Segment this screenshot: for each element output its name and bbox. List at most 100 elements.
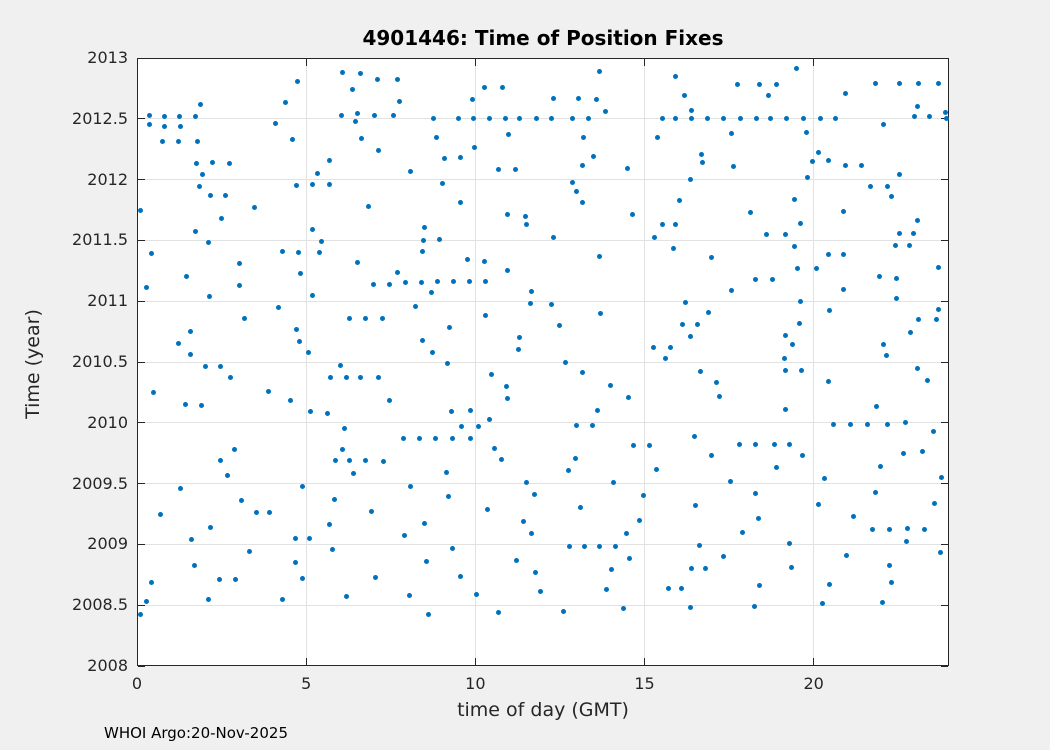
data-point [804, 129, 810, 135]
x-tick-label: 20 [803, 674, 824, 693]
data-point [815, 501, 821, 507]
data-point [609, 567, 615, 573]
data-point [473, 591, 479, 597]
data-point [451, 279, 457, 285]
data-point [679, 321, 685, 327]
data-point [441, 156, 447, 162]
data-point [293, 183, 299, 189]
data-point [503, 383, 509, 389]
data-point [782, 231, 788, 237]
data-point [207, 524, 213, 530]
data-point [209, 160, 215, 166]
data-point [422, 224, 428, 230]
data-point [815, 150, 821, 156]
data-point [391, 112, 397, 118]
data-point [608, 382, 614, 388]
data-point [436, 236, 442, 242]
data-point [339, 447, 345, 453]
data-point [147, 112, 153, 118]
data-point [888, 194, 894, 200]
data-point [218, 364, 224, 370]
chart-title: 4901446: Time of Position Fixes [362, 26, 724, 50]
data-point [884, 421, 890, 427]
data-point [332, 496, 338, 502]
data-point [782, 368, 788, 373]
data-point [288, 398, 294, 404]
data-point [449, 409, 455, 415]
data-point [626, 394, 632, 400]
data-point [576, 95, 582, 101]
data-point [350, 471, 356, 477]
data-point [375, 147, 381, 153]
data-point [786, 540, 792, 546]
data-point [380, 315, 386, 321]
data-point [578, 505, 584, 511]
data-point [897, 172, 903, 178]
data-point [418, 280, 424, 286]
data-point [253, 510, 259, 516]
data-point [720, 116, 726, 122]
y-tick-mark [138, 362, 145, 363]
data-point [931, 500, 937, 506]
data-point [702, 566, 708, 572]
data-point [621, 606, 627, 612]
data-point [798, 368, 804, 373]
y-tick-mark [138, 605, 145, 606]
data-point [143, 285, 149, 291]
data-point [292, 535, 298, 541]
data-point [538, 589, 544, 595]
y-tick-label: 2008 [87, 656, 128, 675]
data-point [450, 436, 456, 442]
x-tick-mark [306, 658, 307, 665]
data-point [402, 280, 408, 286]
data-point [796, 320, 802, 326]
data-point [582, 544, 588, 550]
data-point [570, 179, 576, 185]
data-point [386, 398, 392, 404]
data-point [842, 90, 848, 96]
data-point [887, 527, 893, 533]
data-point [161, 113, 167, 119]
data-point [730, 163, 736, 169]
y-tick-label: 2012 [87, 169, 128, 189]
data-point [520, 518, 526, 524]
data-point [819, 601, 825, 607]
data-point [504, 212, 510, 218]
data-point [329, 546, 335, 552]
data-point [826, 378, 832, 384]
data-point [159, 139, 165, 145]
y-tick-mark [941, 605, 948, 606]
data-point [597, 68, 603, 74]
data-point [651, 235, 657, 241]
data-point [147, 122, 153, 128]
data-point [239, 498, 245, 504]
data-point [216, 577, 222, 583]
data-point [407, 168, 413, 174]
data-point [458, 573, 464, 579]
data-point [340, 70, 346, 76]
data-point [668, 344, 674, 350]
data-point [550, 235, 556, 241]
data-point [914, 365, 920, 371]
data-point [881, 122, 887, 128]
data-point [346, 315, 352, 321]
data-point [666, 585, 672, 591]
data-point [897, 230, 903, 236]
data-point [713, 380, 719, 386]
y-tick-mark [941, 240, 948, 241]
data-point [294, 326, 300, 332]
data-point [483, 313, 489, 319]
data-point [200, 172, 206, 178]
data-point [407, 592, 413, 598]
data-point [833, 116, 839, 122]
data-point [878, 464, 884, 470]
data-point [938, 550, 944, 556]
data-point [342, 426, 348, 432]
data-point [517, 335, 523, 341]
data-point [678, 585, 684, 591]
data-point [412, 303, 418, 309]
data-point [848, 421, 854, 427]
data-point [177, 113, 183, 119]
data-point [886, 562, 892, 568]
data-point [603, 586, 609, 592]
